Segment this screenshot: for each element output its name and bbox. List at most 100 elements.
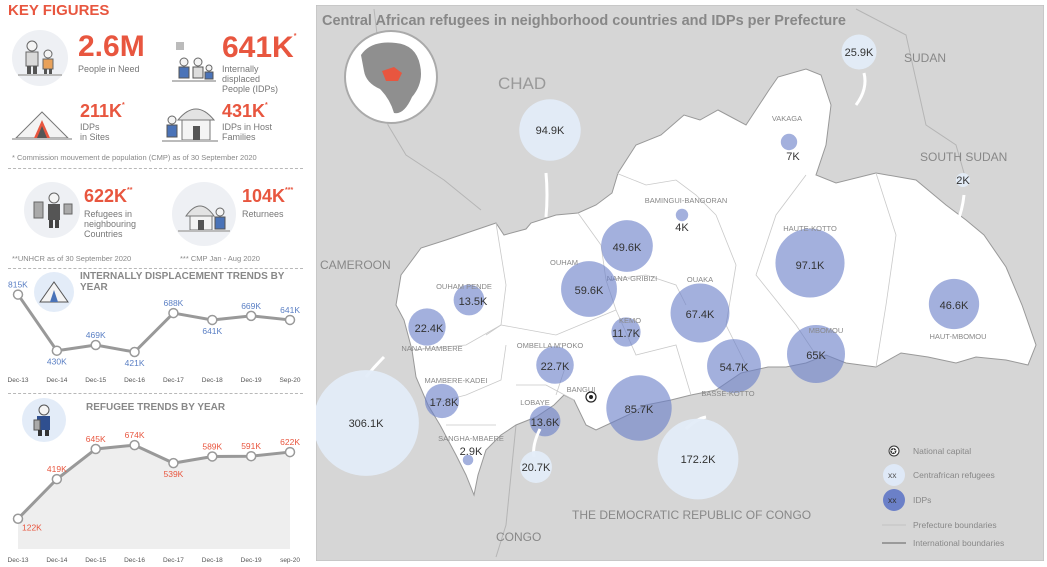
tick-label: Dec-16 — [124, 557, 145, 564]
returnees-label: Returnees — [242, 209, 284, 219]
tick-label: Dec-17 — [163, 377, 184, 384]
data-label: 674K — [125, 430, 145, 440]
data-label: 645K — [86, 434, 106, 444]
idps-number: 641K — [222, 31, 294, 64]
data-point — [12, 513, 24, 524]
legend-international-boundaries: International boundaries — [913, 538, 1004, 548]
idps-host-label-line: IDPs in Host — [222, 122, 273, 132]
idps-sites-sup: * — [122, 102, 125, 109]
inset-globe — [344, 30, 438, 124]
country-label-cameroon: CAMEROON — [320, 258, 391, 272]
unhcr-note: **UNHCR as of 30 September 2020 — [12, 254, 132, 263]
data-point — [90, 339, 101, 351]
refugees-label-line: neighbouring — [84, 219, 137, 229]
data-point — [90, 443, 101, 455]
idp-value-label: 17.8K — [430, 397, 459, 409]
data-point — [284, 314, 296, 326]
idp-bubble — [787, 325, 845, 383]
tick-label: Dec-13 — [8, 377, 29, 384]
prefecture-label: SANGHA-MBAERE — [438, 434, 504, 443]
idps-sites-label-line: IDPs — [80, 122, 100, 132]
people-in-need-value: 2.6M — [78, 30, 145, 63]
prefecture-label: BASSE-KOTTO — [701, 389, 754, 398]
data-label: 589K — [202, 441, 222, 451]
idp-value-label: 85.7K — [625, 404, 654, 416]
prefecture-label: OUHAM — [550, 258, 578, 267]
returnees-number: 104K — [242, 186, 286, 206]
idp-value-label: 22.4K — [415, 323, 444, 335]
idp-value-label: 4K — [675, 222, 689, 234]
idp-trend-title: INTERNALLY DISPLACEMENT TRENDS BY YEAR — [80, 271, 285, 293]
prefecture-label: OUHAM PENDE — [436, 282, 492, 291]
refugee-value-label: 94.9K — [536, 125, 565, 137]
data-point — [168, 457, 179, 469]
data-label: 421K — [125, 358, 145, 368]
refugees-label-line: Refugees in — [84, 209, 133, 219]
data-point — [51, 345, 63, 356]
refugee-value-label: 172.2K — [681, 454, 717, 466]
legend-capital-icon: ✪ — [890, 447, 897, 456]
idps-host-value: 431K* — [222, 102, 268, 120]
country-label-south-sudan: SOUTH SUDAN — [920, 150, 1007, 164]
key-figures-title: KEY FIGURES — [8, 2, 110, 19]
idp-value-label: 46.6K — [940, 300, 969, 312]
refugees-label: Refugees in neighbouring Countries — [84, 209, 136, 239]
prefecture-label: HAUTE-KOTTO — [783, 224, 837, 233]
idp-bubble — [775, 228, 845, 298]
legend-refugee-symbol: xx — [888, 470, 897, 480]
country-label-drc: THE DEMOCRATIC REPUBLIC OF CONGO — [572, 508, 811, 522]
legend-idp-symbol: xx — [888, 495, 897, 505]
divider — [8, 168, 303, 169]
legend-idps: IDPs — [913, 495, 931, 505]
divider — [8, 268, 303, 269]
country-label-chad: CHAD — [498, 74, 546, 93]
tick-label: Dec-16 — [124, 377, 145, 384]
idp-bubble — [601, 220, 653, 272]
refugee-trend-title: REFUGEE TRENDS BY YEAR — [86, 402, 226, 413]
idps-host-label-line: Families — [222, 132, 256, 142]
idp-value-label: 65K — [806, 350, 826, 362]
prefecture-label: MAMBERE-KADEI — [425, 376, 488, 385]
idp-value-label: 2.9K — [460, 446, 483, 458]
idps-sites-label: IDPs in Sites — [80, 122, 110, 142]
prefecture-label: KEMO — [619, 316, 641, 325]
country-label-congo: CONGO — [496, 530, 541, 544]
idps-label: Internally displaced People (IDPs) — [222, 64, 278, 94]
data-label: 669K — [241, 301, 261, 311]
data-point — [12, 289, 24, 300]
prefecture-label: NANA-GRIBIZI — [607, 274, 657, 283]
idps-sites-number: 211K — [80, 101, 123, 121]
data-point — [51, 473, 63, 485]
cmp-note: * Commission mouvement de population (CM… — [12, 153, 257, 162]
returnees-sup: *** — [285, 187, 294, 194]
idps-label-line: displaced — [222, 74, 261, 84]
prefecture-label: OUAKA — [687, 275, 713, 284]
idp-value-label: 97.1K — [796, 260, 825, 272]
tick-label: Dec-15 — [85, 377, 106, 384]
data-label: 641K — [280, 305, 300, 315]
people-in-need-icon — [12, 30, 68, 86]
idp-value-label: 13.6K — [531, 417, 560, 429]
prefecture-label: HAUT-MBOMOU — [929, 332, 986, 341]
idps-host-number: 431K — [222, 101, 266, 121]
idps-sites-label-line: in Sites — [80, 132, 110, 142]
refugees-label-line: Countries — [84, 229, 123, 239]
idp-bubble — [462, 454, 474, 466]
idp-trend-chart: 815K Dec-13 430K Dec-14 469K Dec-15 421K Dec-16… — [8, 280, 301, 384]
refugee-flow-arrow — [939, 194, 966, 251]
refugee-bubble — [955, 172, 971, 188]
tick-label: Sep-20 — [280, 377, 301, 384]
idp-value-label: 49.6K — [613, 242, 642, 254]
idps-host-sup: * — [265, 102, 268, 109]
host-family-hut-icon — [162, 100, 218, 149]
international-boundary — [855, 8, 967, 181]
idp-value-label: 13.5K — [459, 296, 488, 308]
tick-label: Dec-19 — [241, 557, 262, 564]
legend-national-capital: National capital — [913, 446, 971, 456]
data-point — [168, 307, 179, 319]
idp-family-icon — [170, 40, 218, 88]
data-label: 622K — [280, 437, 300, 447]
refugee-bubble — [519, 99, 581, 161]
idp-bubble — [670, 283, 730, 343]
data-label: 122K — [22, 523, 42, 533]
